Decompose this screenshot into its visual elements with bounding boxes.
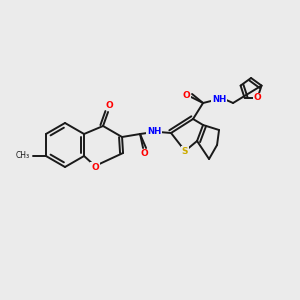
Text: S: S: [182, 146, 188, 155]
Text: O: O: [140, 149, 148, 158]
Text: O: O: [91, 163, 99, 172]
Text: NH: NH: [147, 128, 161, 136]
Text: O: O: [254, 93, 261, 102]
Text: CH₃: CH₃: [16, 152, 30, 160]
Text: O: O: [105, 100, 113, 109]
Text: NH: NH: [212, 94, 226, 103]
Text: O: O: [182, 91, 190, 100]
